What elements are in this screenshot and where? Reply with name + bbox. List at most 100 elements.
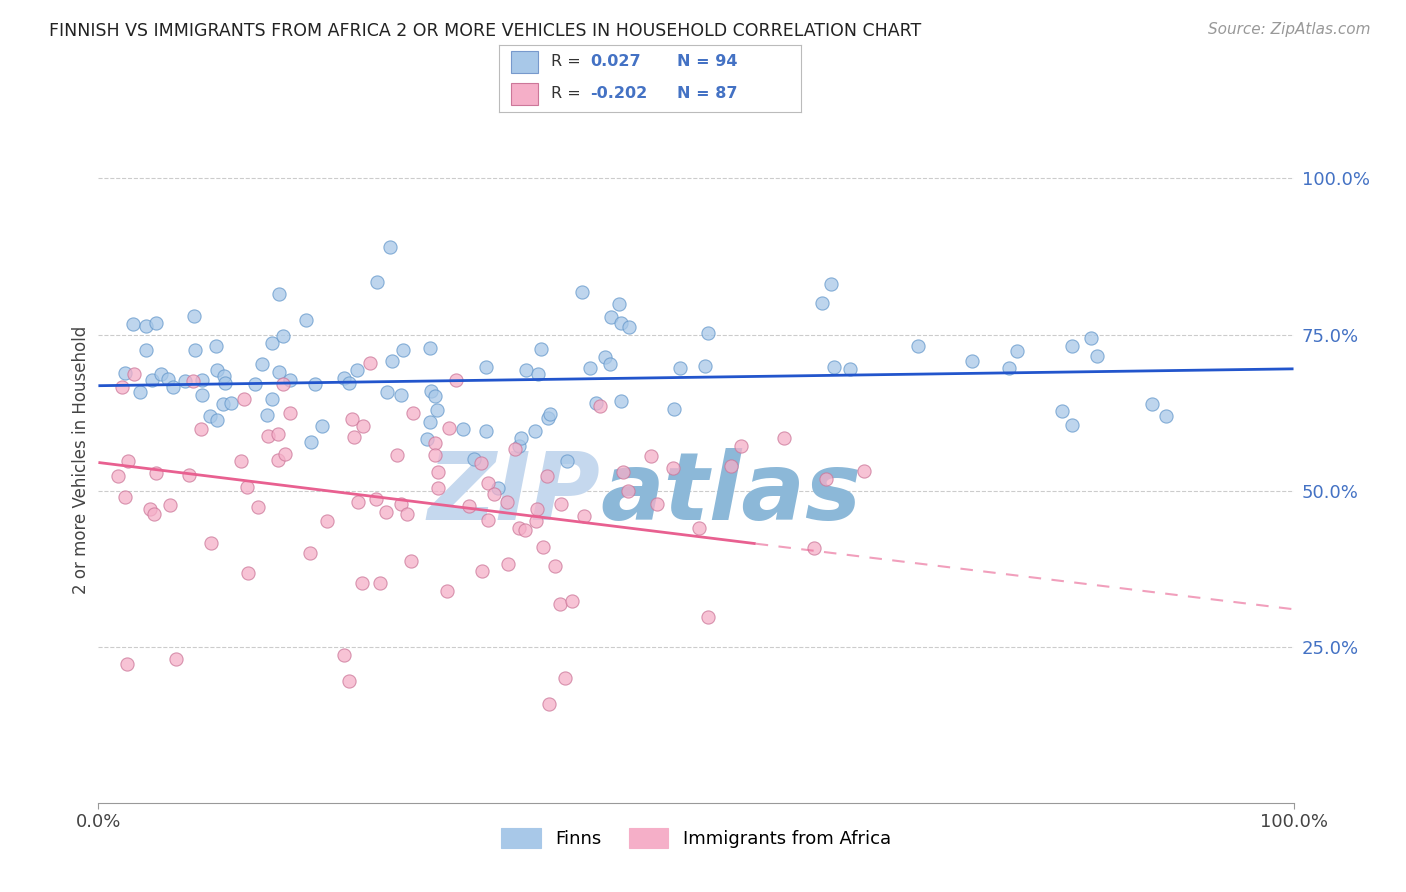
Finns	[114, 366, 136, 380]
Immigrants from Africa	[720, 458, 742, 473]
Finns	[1060, 339, 1083, 353]
Finns	[183, 309, 205, 323]
Finns	[381, 354, 404, 368]
Immigrants from Africa	[515, 523, 537, 537]
Immigrants from Africa	[503, 442, 526, 456]
Finns	[426, 403, 449, 417]
Finns	[141, 373, 163, 387]
Immigrants from Africa	[730, 439, 752, 453]
Immigrants from Africa	[426, 481, 449, 495]
Finns	[695, 359, 717, 373]
Immigrants from Africa	[364, 491, 387, 506]
Finns	[375, 384, 398, 399]
Finns	[214, 376, 236, 390]
Immigrants from Africa	[536, 468, 558, 483]
Finns	[262, 392, 284, 406]
Finns	[149, 368, 172, 382]
Finns	[392, 343, 415, 357]
Finns	[609, 317, 631, 331]
Immigrants from Africa	[526, 502, 548, 516]
Immigrants from Africa	[554, 671, 576, 685]
Finns	[907, 339, 929, 353]
Immigrants from Africa	[231, 454, 253, 468]
Immigrants from Africa	[617, 483, 640, 498]
Finns	[509, 431, 531, 445]
Immigrants from Africa	[232, 392, 254, 406]
Immigrants from Africa	[399, 553, 422, 567]
Finns	[599, 357, 621, 371]
Finns	[610, 394, 633, 409]
Immigrants from Africa	[257, 429, 280, 443]
Finns	[463, 452, 485, 467]
Immigrants from Africa	[773, 431, 796, 445]
Immigrants from Africa	[181, 374, 204, 388]
Finns	[129, 384, 152, 399]
Y-axis label: 2 or more Vehicles in Household: 2 or more Vehicles in Household	[72, 326, 90, 593]
Finns	[416, 432, 439, 446]
Immigrants from Africa	[696, 609, 718, 624]
Finns	[245, 377, 267, 392]
Finns	[311, 418, 333, 433]
Finns	[593, 350, 616, 364]
Immigrants from Africa	[333, 648, 356, 663]
Immigrants from Africa	[437, 421, 460, 435]
Finns	[184, 343, 207, 358]
Immigrants from Africa	[496, 495, 519, 509]
Immigrants from Africa	[444, 373, 467, 387]
Finns	[271, 329, 294, 343]
Immigrants from Africa	[316, 514, 339, 528]
Finns	[304, 376, 326, 391]
Immigrants from Africa	[278, 407, 301, 421]
Finns	[204, 339, 226, 353]
Finns	[135, 319, 157, 334]
Immigrants from Africa	[572, 508, 595, 523]
Immigrants from Africa	[561, 593, 583, 607]
Immigrants from Africa	[337, 673, 360, 688]
Finns	[619, 320, 641, 334]
Immigrants from Africa	[423, 436, 446, 450]
Finns	[299, 434, 322, 449]
Finns	[523, 424, 546, 438]
Immigrants from Africa	[267, 452, 290, 467]
Finns	[162, 379, 184, 393]
Immigrants from Africa	[688, 521, 710, 535]
Finns	[419, 341, 441, 355]
Finns	[294, 312, 316, 326]
Finns	[960, 354, 983, 368]
Finns	[1062, 418, 1084, 433]
Text: N = 94: N = 94	[678, 54, 738, 70]
Finns	[366, 275, 388, 289]
Immigrants from Africa	[425, 448, 447, 462]
Finns	[174, 374, 197, 388]
Finns	[664, 401, 686, 416]
Immigrants from Africa	[537, 698, 560, 712]
Immigrants from Africa	[298, 546, 321, 560]
Immigrants from Africa	[548, 597, 571, 611]
Finns	[260, 336, 283, 351]
Finns	[451, 422, 474, 436]
Finns	[333, 371, 356, 385]
Finns	[1080, 331, 1102, 345]
Finns	[599, 310, 621, 324]
Immigrants from Africa	[470, 456, 492, 470]
Finns	[669, 360, 692, 375]
Immigrants from Africa	[200, 536, 222, 550]
Finns	[1052, 403, 1074, 417]
Finns	[811, 296, 834, 310]
Finns	[267, 365, 290, 379]
Text: Source: ZipAtlas.com: Source: ZipAtlas.com	[1208, 22, 1371, 37]
Finns	[538, 407, 561, 421]
Finns	[221, 396, 243, 410]
Finns	[267, 286, 290, 301]
Finns	[537, 411, 560, 425]
Immigrants from Africa	[544, 558, 567, 573]
Immigrants from Africa	[640, 450, 662, 464]
Finns	[346, 363, 368, 377]
Immigrants from Africa	[271, 376, 294, 391]
Immigrants from Africa	[482, 487, 505, 501]
Immigrants from Africa	[340, 412, 363, 426]
Immigrants from Africa	[343, 430, 366, 444]
Immigrants from Africa	[385, 448, 408, 462]
Text: ZIP: ZIP	[427, 448, 600, 540]
Finns	[515, 363, 537, 377]
